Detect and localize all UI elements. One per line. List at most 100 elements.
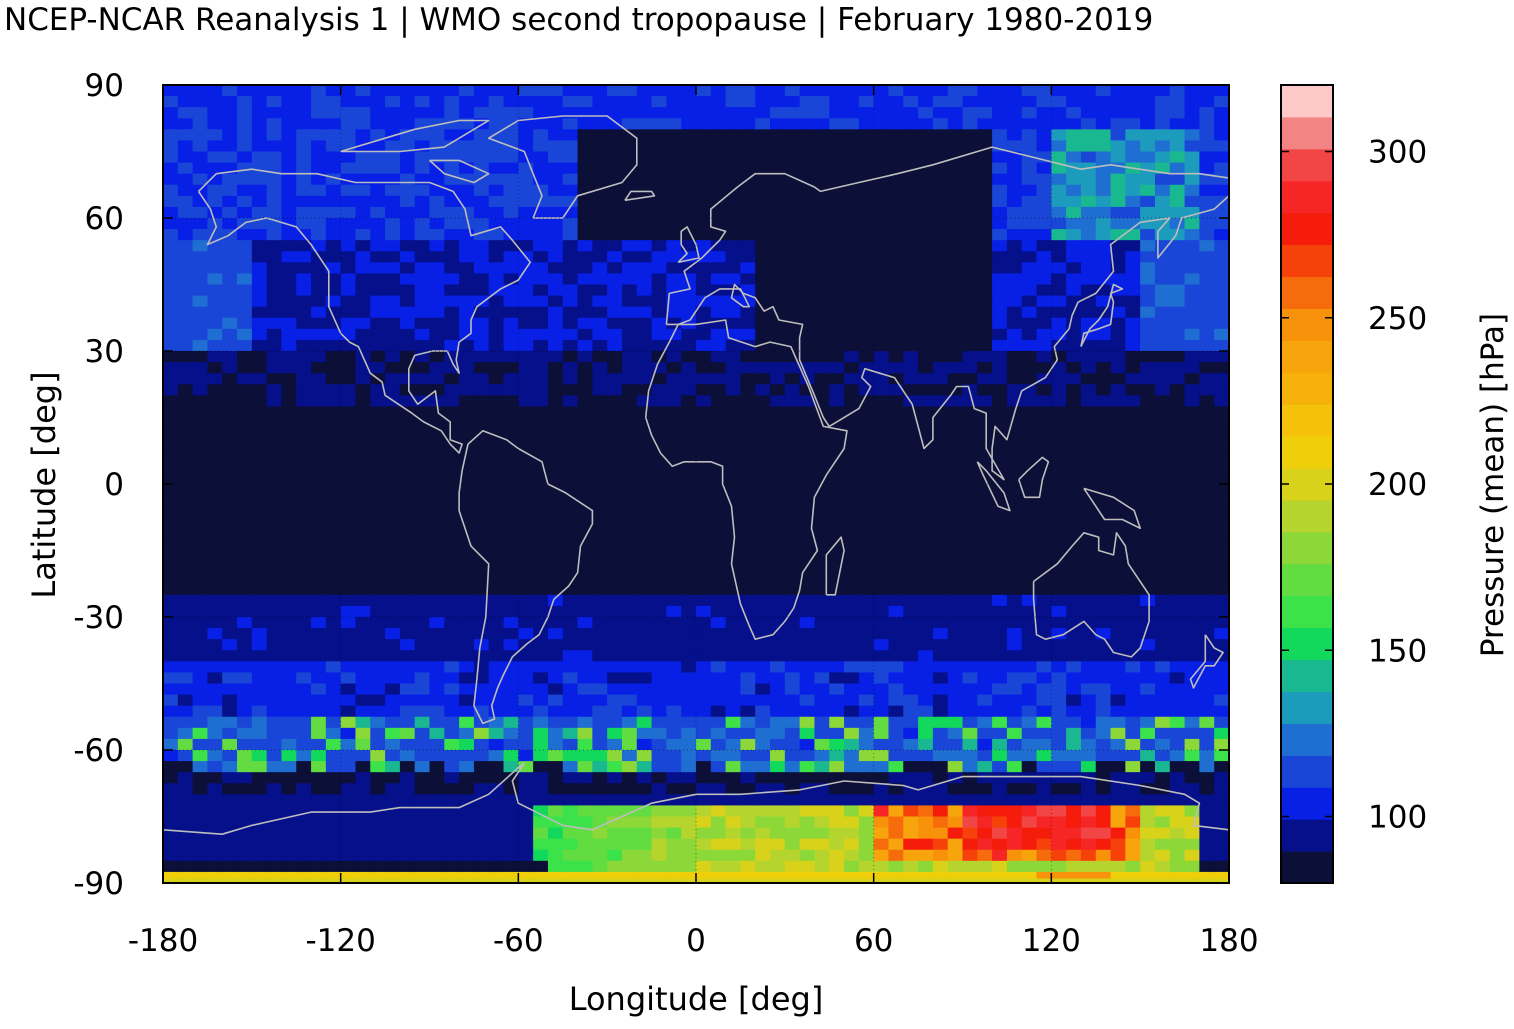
heatmap-cell <box>947 849 964 862</box>
heatmap-cell <box>918 572 934 585</box>
heatmap-cell <box>725 528 742 541</box>
heatmap-cell <box>755 594 771 607</box>
heatmap-cell <box>903 539 919 552</box>
heatmap-cell <box>621 750 638 762</box>
heatmap-cell <box>577 561 593 574</box>
heatmap-cell <box>607 484 623 496</box>
heatmap-cell <box>385 561 401 574</box>
heatmap-cell <box>1169 650 1186 662</box>
heatmap-cell <box>621 550 638 563</box>
heatmap-cell <box>296 539 312 552</box>
heatmap-cell <box>814 129 830 142</box>
heatmap-cell <box>740 495 756 507</box>
heatmap-cell <box>207 871 223 884</box>
heatmap-cell <box>1066 428 1082 441</box>
heatmap-cell <box>547 295 564 308</box>
heatmap-cell <box>177 129 194 142</box>
heatmap-cell <box>932 129 949 142</box>
heatmap-cell <box>488 129 505 142</box>
heatmap-cell <box>651 794 667 807</box>
heatmap-cell <box>1169 539 1186 552</box>
heatmap-cell <box>725 450 742 463</box>
heatmap-cell <box>177 628 194 640</box>
heatmap-cell <box>799 860 816 873</box>
heatmap-cell <box>547 107 564 119</box>
heatmap-cell <box>577 783 593 795</box>
heatmap-cell <box>962 827 978 840</box>
heatmap-cell <box>355 306 371 319</box>
heatmap-cell <box>562 528 579 541</box>
heatmap-cell <box>1066 484 1082 496</box>
heatmap-cell <box>814 306 830 319</box>
heatmap-cell <box>696 484 712 496</box>
heatmap-cell <box>918 827 934 840</box>
heatmap-cell <box>1080 96 1097 108</box>
heatmap-cell <box>473 184 490 197</box>
heatmap-cell <box>163 262 179 275</box>
heatmap-cell <box>1154 849 1171 862</box>
heatmap-cell <box>488 428 505 441</box>
heatmap-cell <box>237 395 253 408</box>
heatmap-cell <box>858 716 875 729</box>
heatmap-cell <box>1125 517 1141 529</box>
heatmap-cell <box>1140 517 1156 529</box>
heatmap-cell <box>918 173 934 186</box>
heatmap-cell <box>459 672 475 685</box>
heatmap-cell <box>770 461 786 474</box>
heatmap-cell <box>725 661 742 674</box>
heatmap-cell <box>992 750 1008 762</box>
heatmap-cell <box>1140 738 1156 751</box>
heatmap-cell <box>237 694 253 707</box>
heatmap-cell <box>444 173 460 186</box>
heatmap-cell <box>1080 860 1097 873</box>
heatmap-cell <box>755 173 771 186</box>
heatmap-cell <box>621 306 638 319</box>
heatmap-cell <box>1154 129 1171 142</box>
heatmap-cell <box>770 517 786 529</box>
heatmap-cell <box>947 373 964 385</box>
heatmap-cell <box>251 650 268 662</box>
heatmap-cell <box>918 251 934 263</box>
heatmap-cell <box>784 727 801 740</box>
heatmap-cell <box>784 517 801 529</box>
heatmap-cell <box>503 583 519 596</box>
heatmap-cell <box>1110 572 1126 585</box>
heatmap-cell <box>903 151 919 164</box>
heatmap-cell <box>266 461 283 474</box>
heatmap-cell <box>251 672 268 685</box>
heatmap-cell <box>696 351 712 363</box>
heatmap-cell <box>666 262 682 275</box>
heatmap-cell <box>858 572 875 585</box>
heatmap-cell <box>666 650 682 662</box>
heatmap-cell <box>385 273 401 286</box>
heatmap-cell <box>355 173 371 186</box>
heatmap-cell <box>459 118 475 130</box>
heatmap-cell <box>340 583 357 596</box>
heatmap-cell <box>414 605 431 618</box>
heatmap-cell <box>325 229 342 241</box>
heatmap-cell <box>399 284 416 297</box>
heatmap-cell <box>844 738 860 751</box>
heatmap-cell <box>858 661 875 674</box>
heatmap-cell <box>503 96 519 108</box>
heatmap-cell <box>1066 85 1082 97</box>
heatmap-cell <box>799 617 816 629</box>
heatmap-cell <box>237 772 253 784</box>
heatmap-cell <box>370 428 386 441</box>
heatmap-cell <box>222 384 238 396</box>
heatmap-cell <box>1066 373 1082 385</box>
heatmap-cell <box>488 351 505 363</box>
heatmap-cell <box>385 173 401 186</box>
heatmap-cell <box>1036 107 1052 119</box>
heatmap-cell <box>1169 461 1186 474</box>
heatmap-cell <box>429 362 445 374</box>
heatmap-cell <box>1021 683 1038 696</box>
heatmap-cell <box>207 351 223 363</box>
heatmap-cell <box>636 306 653 319</box>
heatmap-cell <box>533 140 549 153</box>
heatmap-cell <box>473 384 490 396</box>
heatmap-cell <box>296 484 312 496</box>
heatmap-cell <box>947 173 964 186</box>
heatmap-cell <box>562 262 579 275</box>
heatmap-cell <box>222 206 238 219</box>
